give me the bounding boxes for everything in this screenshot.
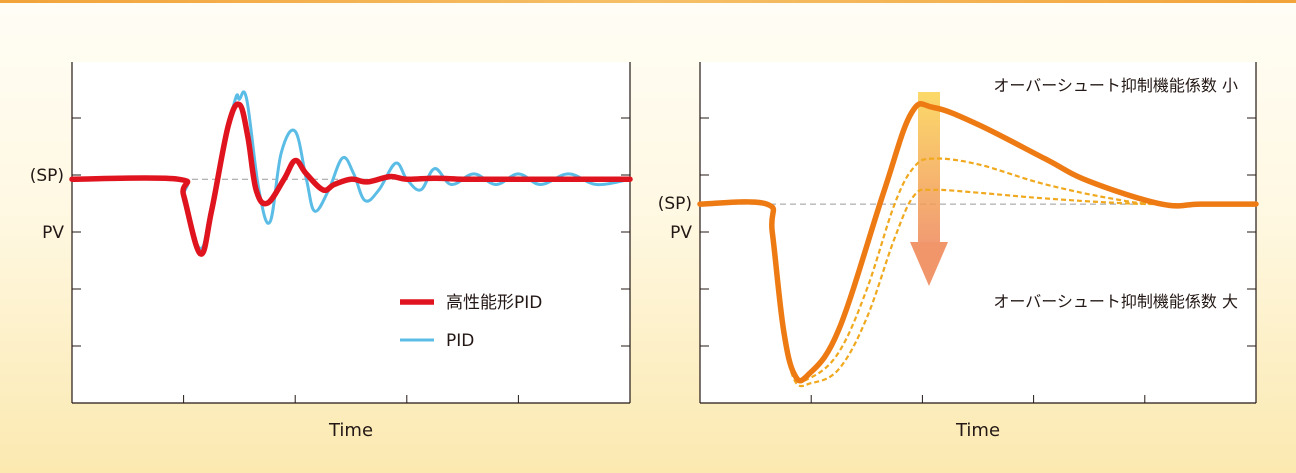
top-accent-line	[0, 0, 1296, 3]
arrow-down-icon	[910, 242, 948, 286]
left-ticks	[72, 117, 630, 403]
right-xlabel: Time	[955, 420, 1000, 441]
series-line-hp-pid	[69, 101, 633, 257]
legend-label-pid: PID	[446, 331, 474, 351]
right-ylabel-sp: (SP)	[658, 194, 692, 214]
series-line-main	[697, 101, 1259, 384]
annotation-small-coef: オーバーシュート抑制機能係数 小	[993, 76, 1238, 95]
right-chart: (SP) PV Time オーバーシュート抑制機能係数 小 オーバーシュート抑制…	[658, 62, 1259, 441]
left-chart: (SP) PV Time 高性能形PID PID	[30, 62, 633, 441]
left-xlabel: Time	[328, 420, 373, 441]
arrow-shaft	[918, 92, 940, 242]
annotation-large-coef: オーバーシュート抑制機能係数 大	[993, 292, 1238, 311]
right-ylabel-pv: PV	[670, 223, 692, 243]
series-line-dashed-1	[699, 157, 1257, 382]
left-ylabel-pv: PV	[42, 223, 64, 243]
left-plot-area	[72, 62, 630, 403]
legend-label-hp-pid: 高性能形PID	[446, 293, 542, 313]
right-ticks	[700, 117, 1256, 403]
left-ylabel-sp: (SP)	[30, 166, 64, 186]
left-legend: 高性能形PID PID	[400, 293, 542, 351]
right-plot-area	[700, 62, 1256, 403]
